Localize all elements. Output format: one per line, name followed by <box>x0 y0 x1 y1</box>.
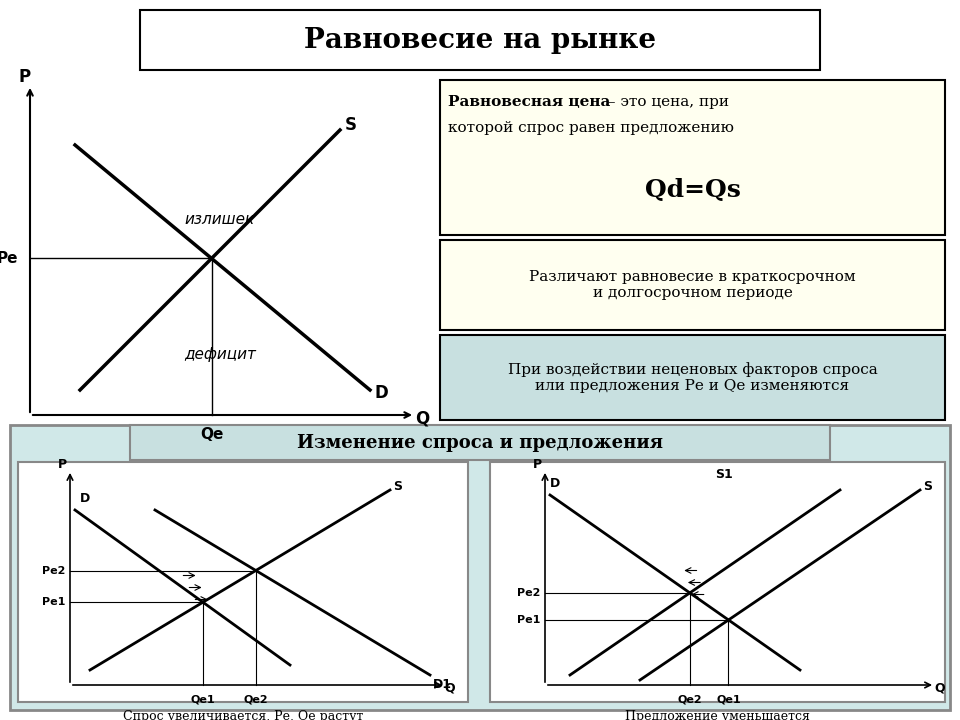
Text: – это цена, при: – это цена, при <box>603 95 729 109</box>
FancyBboxPatch shape <box>440 335 945 420</box>
Text: S: S <box>345 116 357 134</box>
Text: S: S <box>923 480 932 493</box>
Text: дефицит: дефицит <box>184 348 256 362</box>
Text: Pe2: Pe2 <box>41 565 65 575</box>
Text: Q: Q <box>935 682 946 695</box>
Text: Равновесие на рынке: Равновесие на рынке <box>304 27 656 53</box>
Text: Qe1: Qe1 <box>716 695 741 705</box>
FancyBboxPatch shape <box>490 462 945 702</box>
Text: S1: S1 <box>715 469 732 482</box>
FancyBboxPatch shape <box>140 10 820 70</box>
Text: излишек: излишек <box>185 212 255 228</box>
FancyBboxPatch shape <box>130 425 830 460</box>
FancyBboxPatch shape <box>440 80 945 235</box>
FancyBboxPatch shape <box>10 425 950 710</box>
Text: Pe1: Pe1 <box>516 615 540 625</box>
Text: Изменение спроса и предложения: Изменение спроса и предложения <box>297 433 663 451</box>
Text: P: P <box>19 68 31 86</box>
Text: P: P <box>58 459 66 472</box>
Text: Спрос увеличивается, Ре, Qe растут
и наоборот: Спрос увеличивается, Ре, Qe растут и нао… <box>123 710 363 720</box>
Text: D: D <box>80 492 90 505</box>
Text: D: D <box>375 384 389 402</box>
Text: Qe: Qe <box>200 427 224 442</box>
Text: Qe1: Qe1 <box>191 695 215 705</box>
FancyBboxPatch shape <box>440 240 945 330</box>
Text: S: S <box>393 480 402 493</box>
Text: Pe1: Pe1 <box>41 597 65 607</box>
Text: которой спрос равен предложению: которой спрос равен предложению <box>448 121 733 135</box>
Text: Q: Q <box>415 409 429 427</box>
Text: Предложение уменьшается
Ре растет, Qe снижается и наоборот: Предложение уменьшается Ре растет, Qe сн… <box>596 710 839 720</box>
Text: Различают равновесие в краткосрочном
и долгосрочном периоде: Различают равновесие в краткосрочном и д… <box>529 270 855 300</box>
FancyBboxPatch shape <box>18 462 468 702</box>
Text: При воздействии неценовых факторов спроса
или предложения Ре и Qe изменяются: При воздействии неценовых факторов спрос… <box>508 362 877 393</box>
Text: Равновесная цена: Равновесная цена <box>448 95 611 109</box>
Text: D: D <box>550 477 561 490</box>
Text: Q: Q <box>444 682 455 695</box>
Text: Pe: Pe <box>0 251 18 266</box>
Text: Pe2: Pe2 <box>516 588 540 598</box>
Text: Qe2: Qe2 <box>678 695 702 705</box>
Text: D1: D1 <box>433 678 452 691</box>
Text: Qd=Qs: Qd=Qs <box>644 178 740 202</box>
Text: Qe2: Qe2 <box>244 695 268 705</box>
Text: P: P <box>533 459 541 472</box>
